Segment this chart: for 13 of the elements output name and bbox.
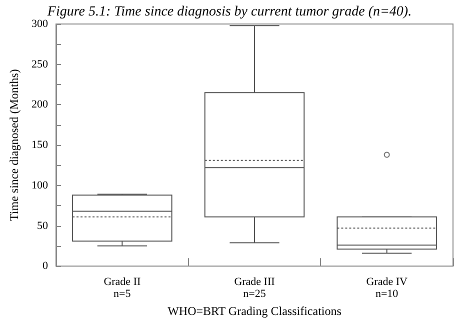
y-tick-label: 200 [32,98,48,111]
y-tick-label: 100 [32,179,48,192]
y-tick-label: 300 [32,18,48,30]
chart-title: Figure 5.1: Time since diagnosis by current tumor grade (n=40). [46,4,412,20]
y-tick-label: 0 [42,260,48,272]
x-tick-label: Grade II n=5 [104,276,141,300]
x-tick-label: Grade IV n=10 [366,276,408,300]
x-tick-label: Grade III n=25 [234,276,276,300]
y-tick-label: 150 [32,139,48,152]
y-axis-title: Time since diagnosed (Months) [7,69,21,221]
y-tick-label: 250 [32,58,48,70]
y-tick-label: 50 [37,220,48,232]
x-axis-title: WHO=BRT Grading Classifications [168,304,342,318]
